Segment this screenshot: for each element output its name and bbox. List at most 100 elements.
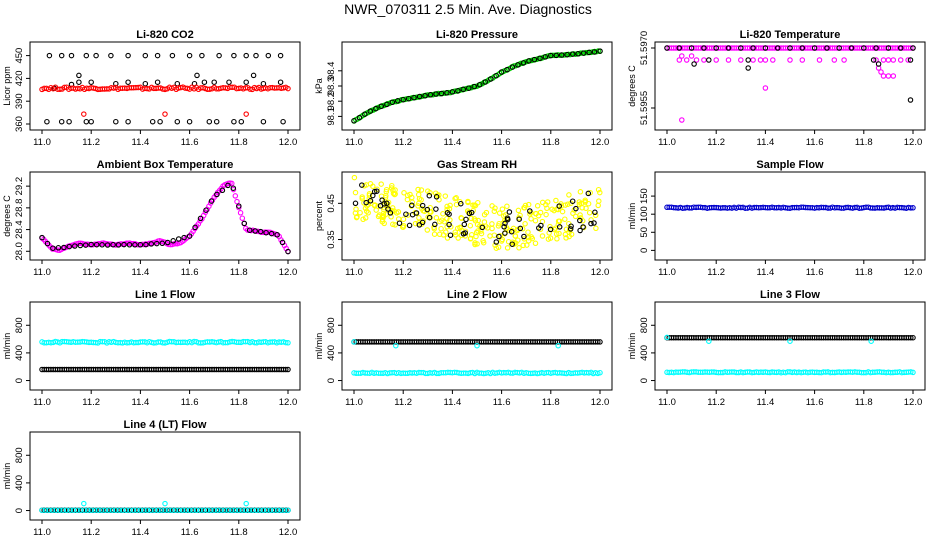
series-point-yellow xyxy=(504,203,510,210)
series-point-yellow xyxy=(379,218,386,225)
x-tick-label: 12.0 xyxy=(279,527,298,538)
series-point-black xyxy=(186,118,193,125)
series-point-green xyxy=(458,86,464,93)
x-tick-label: 12.0 xyxy=(904,137,923,148)
series-point-black xyxy=(400,96,406,103)
plot-frame xyxy=(341,301,613,391)
series-point-black xyxy=(44,240,51,247)
series-point-magenta xyxy=(232,193,239,199)
series-layer xyxy=(664,334,916,376)
series-point-black xyxy=(422,93,428,99)
x-tick-label: 11.4 xyxy=(757,137,775,148)
series-point-yellow xyxy=(588,217,594,223)
series-point-black xyxy=(197,215,204,222)
series-point-yellow xyxy=(597,189,603,196)
series-point-yellow xyxy=(525,234,532,241)
series-point-cyan xyxy=(285,340,291,346)
series-point-black xyxy=(39,234,45,241)
y-axis-label: ml/min xyxy=(2,333,12,360)
series-point-black xyxy=(713,45,719,51)
series-point-magenta-mid xyxy=(787,57,793,63)
series-point-black xyxy=(113,118,119,125)
x-tick-label: 11.6 xyxy=(181,527,199,538)
series-point-yellow xyxy=(532,217,539,224)
series-point-yellow xyxy=(495,223,502,229)
x-tick-label: 11.4 xyxy=(132,267,150,278)
series-point-yellow xyxy=(353,206,359,212)
series-point-black xyxy=(676,45,683,51)
series-point-black xyxy=(433,194,440,200)
series-point-cyan xyxy=(183,507,189,513)
series-point-magenta-mid xyxy=(897,57,904,63)
series-point-cyan xyxy=(141,507,147,513)
series-point-yellow xyxy=(424,227,431,233)
series-point-magenta-mid xyxy=(701,57,707,63)
series-point-cyan xyxy=(190,507,196,513)
series-point-cyan xyxy=(193,507,200,513)
series-point-black xyxy=(93,52,99,59)
chart-panel: Ambient Box Temperature 11.0 11.2 11.4 11.6 1… xyxy=(2,159,301,278)
y-tick-label: 98.1 xyxy=(326,107,337,126)
series-point-cyan xyxy=(555,342,561,349)
series-point-black xyxy=(517,225,524,232)
series-point-black xyxy=(586,49,592,56)
x-tick-label: 11.2 xyxy=(707,397,725,408)
series-point-black xyxy=(556,224,563,230)
series-point-yellow xyxy=(465,198,471,205)
x-tick-label: 11.2 xyxy=(707,137,725,148)
series-layer xyxy=(39,500,291,513)
series-point-cyan xyxy=(664,334,670,341)
series-point-cyan xyxy=(63,507,70,513)
series-point-cyan xyxy=(134,507,140,513)
x-tick-label: 11.6 xyxy=(181,137,199,148)
series-point-magenta-mid xyxy=(880,57,887,63)
series-point-cyan xyxy=(868,338,874,344)
series-point-black xyxy=(174,118,181,125)
series-point-magenta-mid xyxy=(841,57,847,63)
x-tick-label: 11.8 xyxy=(542,137,560,148)
series-point-cyan xyxy=(186,507,193,513)
y-tick-label: 50 xyxy=(639,227,650,238)
series-point-black xyxy=(55,245,62,251)
series-point-yellow xyxy=(418,187,425,193)
series-point-black xyxy=(531,56,538,63)
series-point-black xyxy=(125,118,131,125)
x-tick-label: 11.4 xyxy=(444,267,462,278)
series-point-magenta-mid xyxy=(750,57,756,63)
series-point-cyan xyxy=(98,507,105,513)
series-point-black xyxy=(263,229,269,236)
chart-panel: Line 3 Flow 11.0 11.2 11.4 11.6 11.8 12.0 0 400 8… xyxy=(627,289,926,408)
y-axis-label: ml/min xyxy=(2,463,12,490)
series-point-cyan xyxy=(42,507,49,513)
series-point-black xyxy=(66,243,73,250)
series-layer xyxy=(39,52,291,125)
x-tick-label: 11.2 xyxy=(82,397,100,408)
series-point-cyan xyxy=(169,507,175,513)
series-point-black xyxy=(506,209,513,215)
series-point-black xyxy=(515,62,521,68)
series-point-magenta-mid xyxy=(762,57,769,63)
series-point-black xyxy=(409,202,415,209)
series-point-yellow xyxy=(564,201,571,208)
series-point-black xyxy=(359,182,365,188)
series-point-magenta-low xyxy=(885,73,892,79)
series-point-cyan xyxy=(274,507,281,513)
series-point-yellow xyxy=(366,195,373,201)
series-point-black xyxy=(83,52,90,59)
series-point-yellow xyxy=(566,192,572,198)
series-point-cyan xyxy=(221,507,228,513)
series-point-black xyxy=(595,339,601,345)
series-layer xyxy=(351,339,603,377)
series-point-black xyxy=(243,52,249,59)
series-point-black xyxy=(498,69,505,75)
chart-panel: Li-820 CO2 11.0 11.2 11.4 11.6 11.8 12.0 360 390… xyxy=(2,29,301,148)
x-tick-label: 11.8 xyxy=(230,397,248,408)
series-point-black xyxy=(253,52,259,59)
series-point-cyan xyxy=(200,507,207,513)
series-point-black xyxy=(76,72,82,79)
chart-panel: Gas Stream RH 11.0 11.2 11.4 11.6 11.8 12.0 0.3… xyxy=(314,159,613,278)
y-axis-label: degrees C xyxy=(627,65,637,107)
series-point-cyan xyxy=(253,507,260,513)
series-point-black xyxy=(406,222,413,229)
chart-panel: Li-820 Temperature 11.0 11.2 11.4 11.6 11.8 12… xyxy=(627,29,926,148)
